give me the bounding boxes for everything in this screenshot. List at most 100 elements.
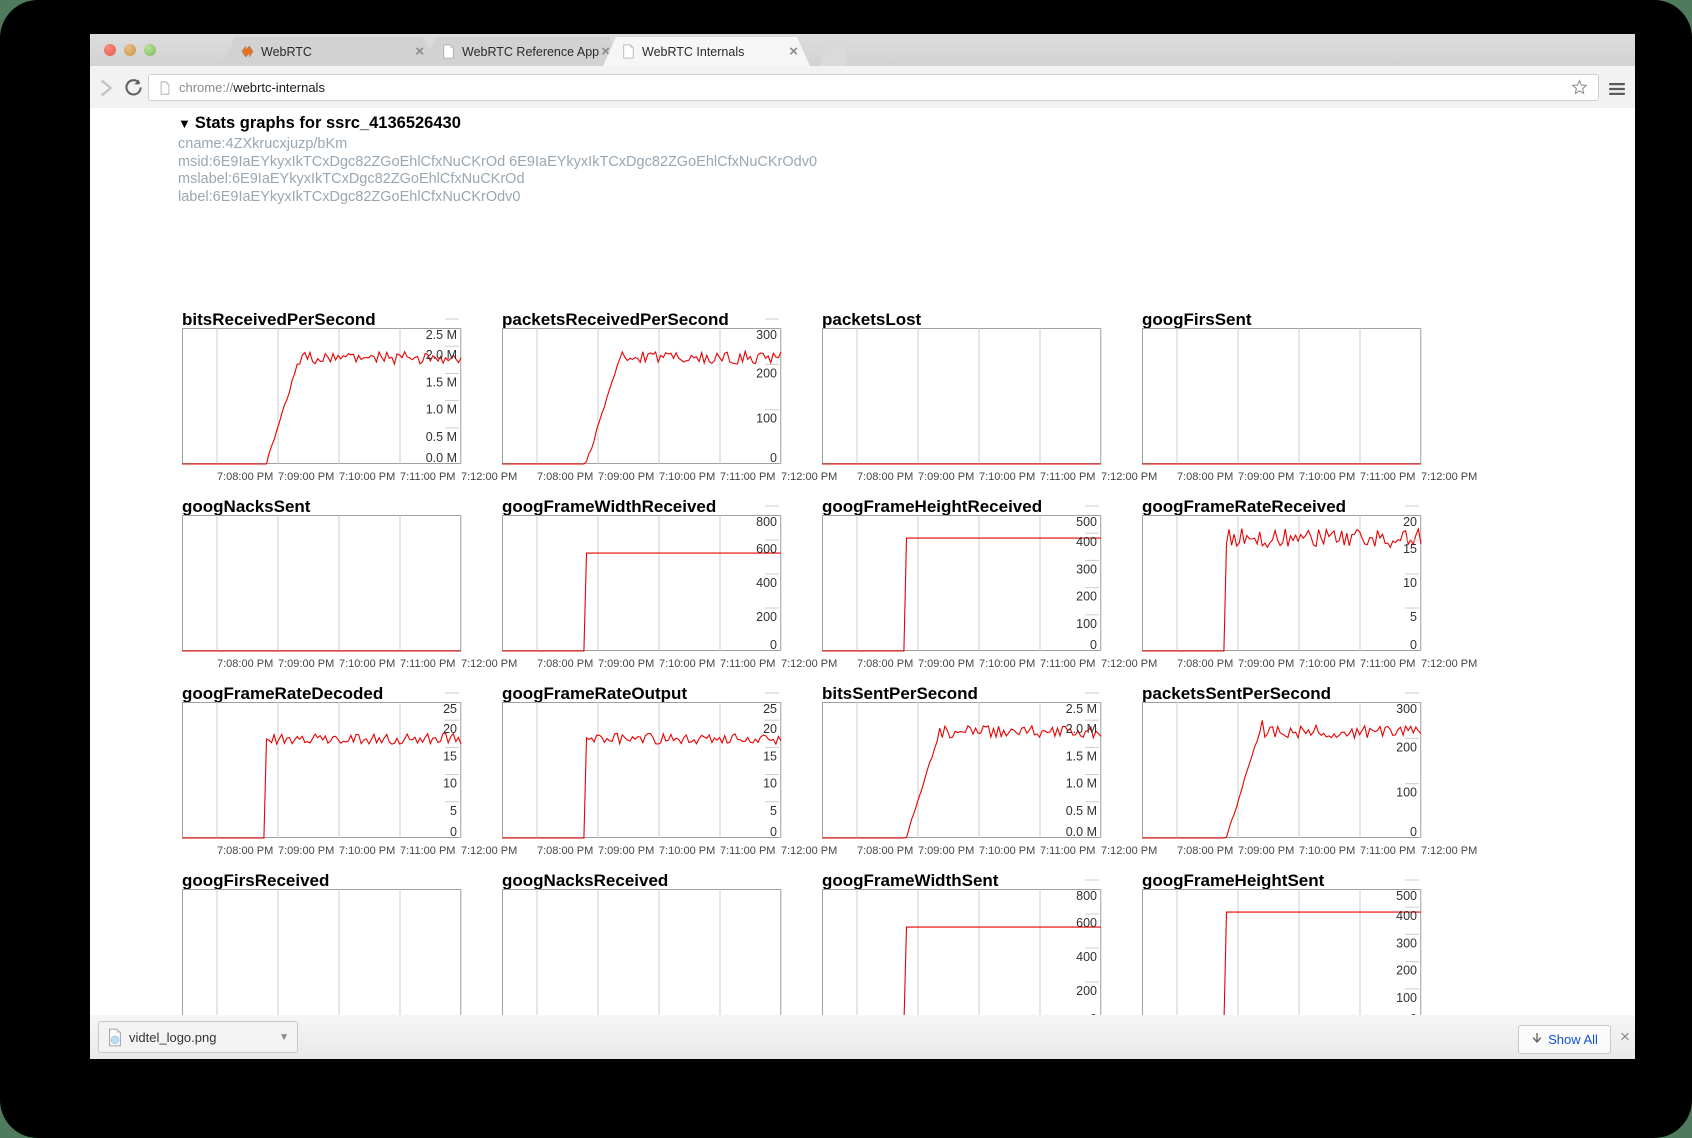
svg-text:7:09:00 PM: 7:09:00 PM [598, 658, 654, 670]
svg-text:7:10:00 PM: 7:10:00 PM [979, 845, 1035, 857]
svg-text:2.0 M: 2.0 M [426, 348, 457, 362]
svg-text:400: 400 [1076, 535, 1097, 549]
svg-text:500: 500 [1396, 889, 1417, 903]
svg-text:7:08:00 PM: 7:08:00 PM [1177, 845, 1233, 857]
svg-text:10: 10 [443, 777, 457, 791]
svg-text:7:08:00 PM: 7:08:00 PM [1177, 471, 1233, 483]
svg-text:7:08:00 PM: 7:08:00 PM [857, 471, 913, 483]
svg-text:7:08:00 PM: 7:08:00 PM [857, 845, 913, 857]
svg-text:7:11:00 PM: 7:11:00 PM [1040, 658, 1095, 670]
svg-text:7:11:00 PM: 7:11:00 PM [1360, 658, 1415, 670]
svg-text:7:11:00 PM: 7:11:00 PM [400, 471, 455, 483]
svg-text:100: 100 [756, 412, 777, 426]
svg-text:0: 0 [1410, 638, 1417, 652]
svg-text:200: 200 [756, 366, 777, 380]
svg-text:0: 0 [770, 825, 777, 839]
svg-text:7:12:00 PM: 7:12:00 PM [1421, 845, 1477, 857]
svg-text:7:10:00 PM: 7:10:00 PM [659, 471, 715, 483]
svg-text:300: 300 [1396, 936, 1417, 950]
svg-text:2.0 M: 2.0 M [1066, 722, 1097, 736]
svg-text:7:11:00 PM: 7:11:00 PM [1360, 471, 1415, 483]
svg-text:2.5 M: 2.5 M [426, 328, 457, 342]
svg-text:7:08:00 PM: 7:08:00 PM [537, 845, 593, 857]
svg-text:400: 400 [1076, 950, 1097, 964]
svg-text:0.5 M: 0.5 M [1066, 804, 1097, 818]
svg-text:500: 500 [1076, 515, 1097, 529]
svg-text:20: 20 [763, 722, 777, 736]
svg-text:600: 600 [1076, 916, 1097, 930]
svg-text:7:09:00 PM: 7:09:00 PM [918, 471, 974, 483]
svg-text:7:09:00 PM: 7:09:00 PM [918, 658, 974, 670]
svg-text:7:11:00 PM: 7:11:00 PM [720, 658, 775, 670]
svg-text:200: 200 [1396, 740, 1417, 754]
svg-text:7:09:00 PM: 7:09:00 PM [278, 471, 334, 483]
svg-text:7:08:00 PM: 7:08:00 PM [537, 471, 593, 483]
svg-text:0: 0 [1410, 825, 1417, 839]
svg-text:200: 200 [756, 610, 777, 624]
svg-text:7:11:00 PM: 7:11:00 PM [400, 845, 455, 857]
svg-text:7:08:00 PM: 7:08:00 PM [857, 658, 913, 670]
svg-text:7:11:00 PM: 7:11:00 PM [1360, 845, 1415, 857]
svg-text:7:10:00 PM: 7:10:00 PM [339, 471, 395, 483]
svg-text:0.0 M: 0.0 M [1066, 825, 1097, 839]
svg-text:200: 200 [1396, 964, 1417, 978]
svg-text:7:10:00 PM: 7:10:00 PM [339, 658, 395, 670]
svg-text:7:09:00 PM: 7:09:00 PM [278, 845, 334, 857]
svg-text:15: 15 [763, 749, 777, 763]
svg-text:20: 20 [443, 722, 457, 736]
svg-text:300: 300 [1396, 702, 1417, 716]
svg-text:7:09:00 PM: 7:09:00 PM [1238, 658, 1294, 670]
svg-text:0: 0 [770, 451, 777, 465]
svg-text:300: 300 [1076, 562, 1097, 576]
svg-text:7:09:00 PM: 7:09:00 PM [278, 658, 334, 670]
svg-text:100: 100 [1396, 991, 1417, 1005]
svg-text:800: 800 [756, 515, 777, 529]
svg-text:7:10:00 PM: 7:10:00 PM [659, 658, 715, 670]
svg-text:7:12:00 PM: 7:12:00 PM [1421, 658, 1477, 670]
svg-text:7:11:00 PM: 7:11:00 PM [720, 471, 775, 483]
svg-text:7:08:00 PM: 7:08:00 PM [217, 845, 273, 857]
svg-text:200: 200 [1076, 984, 1097, 998]
svg-text:0: 0 [1090, 1012, 1097, 1015]
svg-text:100: 100 [1396, 786, 1417, 800]
svg-text:15: 15 [1403, 542, 1417, 556]
svg-text:7:11:00 PM: 7:11:00 PM [400, 658, 455, 670]
svg-text:7:08:00 PM: 7:08:00 PM [537, 658, 593, 670]
svg-text:300: 300 [756, 328, 777, 342]
svg-text:7:12:00 PM: 7:12:00 PM [1421, 471, 1477, 483]
svg-text:1.5 M: 1.5 M [426, 375, 457, 389]
svg-text:7:10:00 PM: 7:10:00 PM [1299, 471, 1355, 483]
svg-text:7:09:00 PM: 7:09:00 PM [918, 845, 974, 857]
svg-text:20: 20 [1403, 515, 1417, 529]
svg-text:0: 0 [450, 825, 457, 839]
svg-text:25: 25 [763, 702, 777, 716]
svg-text:0.0 M: 0.0 M [426, 451, 457, 465]
svg-text:7:09:00 PM: 7:09:00 PM [598, 845, 654, 857]
svg-text:25: 25 [443, 702, 457, 716]
svg-text:7:09:00 PM: 7:09:00 PM [1238, 471, 1294, 483]
svg-text:7:10:00 PM: 7:10:00 PM [979, 471, 1035, 483]
svg-text:200: 200 [1076, 590, 1097, 604]
svg-text:7:09:00 PM: 7:09:00 PM [598, 471, 654, 483]
svg-text:400: 400 [1396, 909, 1417, 923]
svg-text:7:11:00 PM: 7:11:00 PM [720, 845, 775, 857]
svg-text:0: 0 [1410, 1012, 1417, 1015]
svg-text:7:10:00 PM: 7:10:00 PM [339, 845, 395, 857]
svg-text:2.5 M: 2.5 M [1066, 702, 1097, 716]
svg-text:600: 600 [756, 542, 777, 556]
svg-text:7:09:00 PM: 7:09:00 PM [1238, 845, 1294, 857]
svg-text:1.0 M: 1.0 M [1066, 777, 1097, 791]
svg-text:7:11:00 PM: 7:11:00 PM [1040, 471, 1095, 483]
svg-text:1.0 M: 1.0 M [426, 403, 457, 417]
svg-text:0.5 M: 0.5 M [426, 430, 457, 444]
svg-text:7:10:00 PM: 7:10:00 PM [1299, 658, 1355, 670]
svg-text:7:08:00 PM: 7:08:00 PM [217, 471, 273, 483]
svg-text:15: 15 [443, 749, 457, 763]
svg-text:800: 800 [1076, 889, 1097, 903]
svg-text:1.5 M: 1.5 M [1066, 749, 1097, 763]
svg-text:7:10:00 PM: 7:10:00 PM [659, 845, 715, 857]
svg-text:10: 10 [1403, 576, 1417, 590]
svg-text:7:08:00 PM: 7:08:00 PM [217, 658, 273, 670]
svg-text:0: 0 [770, 638, 777, 652]
svg-text:7:11:00 PM: 7:11:00 PM [1040, 845, 1095, 857]
